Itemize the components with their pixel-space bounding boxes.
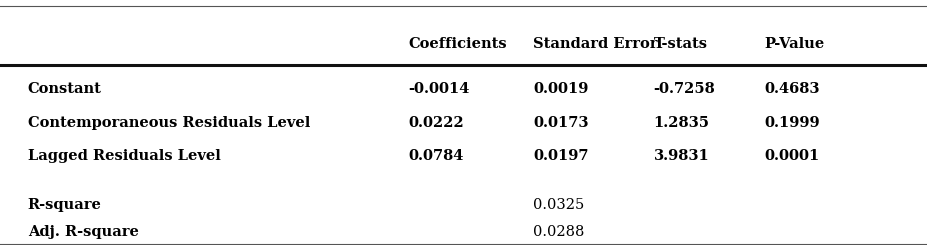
- Text: 0.0197: 0.0197: [533, 148, 589, 163]
- Text: 0.0784: 0.0784: [408, 148, 464, 163]
- Text: 0.0019: 0.0019: [533, 82, 589, 97]
- Text: 0.0001: 0.0001: [765, 148, 820, 163]
- Text: 0.0288: 0.0288: [533, 224, 584, 239]
- Text: T-stats: T-stats: [654, 37, 707, 51]
- Text: 0.0222: 0.0222: [408, 115, 464, 130]
- Text: Contemporaneous Residuals Level: Contemporaneous Residuals Level: [28, 115, 311, 130]
- Text: Lagged Residuals Level: Lagged Residuals Level: [28, 148, 221, 163]
- Text: 0.0325: 0.0325: [533, 197, 584, 212]
- Text: 3.9831: 3.9831: [654, 148, 709, 163]
- Text: Standard Error: Standard Error: [533, 37, 657, 51]
- Text: R-square: R-square: [28, 197, 102, 212]
- Text: -0.7258: -0.7258: [654, 82, 716, 97]
- Text: -0.0014: -0.0014: [408, 82, 469, 97]
- Text: 0.0173: 0.0173: [533, 115, 589, 130]
- Text: Constant: Constant: [28, 82, 102, 97]
- Text: Adj. R-square: Adj. R-square: [28, 224, 139, 239]
- Text: 1.2835: 1.2835: [654, 115, 709, 130]
- Text: 0.4683: 0.4683: [765, 82, 820, 97]
- Text: P-Value: P-Value: [765, 37, 825, 51]
- Text: Coefficients: Coefficients: [408, 37, 506, 51]
- Text: 0.1999: 0.1999: [765, 115, 820, 130]
